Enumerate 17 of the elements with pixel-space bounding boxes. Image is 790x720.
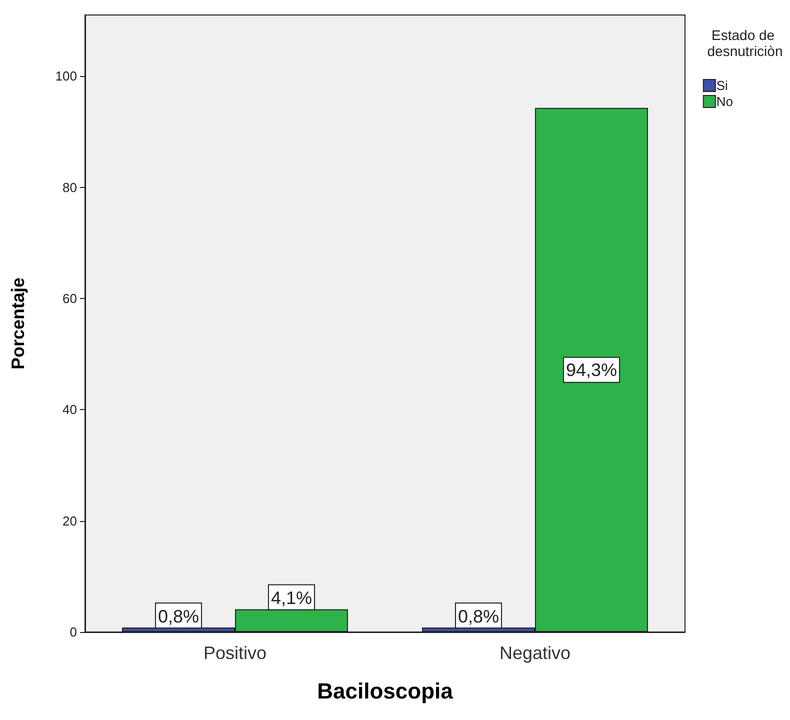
y-tick-label: 100: [55, 68, 77, 84]
y-tick-label: 20: [62, 513, 77, 528]
y-axis-title: Porcentaje: [8, 277, 28, 370]
x-tick-label: Positivo: [203, 643, 267, 663]
y-tick-label: 40: [62, 402, 77, 418]
y-tick-label: 0: [70, 624, 77, 640]
y-tick-label: 60: [62, 290, 77, 306]
legend-title: Estado de desnutriciòn: [707, 27, 783, 59]
x-axis-title: Baciloscopia: [317, 678, 454, 704]
data-label: 4,1%: [270, 588, 312, 608]
y-tick-label: 80: [62, 180, 77, 195]
data-label: 94,3%: [566, 360, 618, 380]
x-tick-label: Negativo: [499, 643, 571, 663]
data-label: 0,8%: [458, 606, 500, 627]
legend-label: Si: [716, 78, 728, 93]
data-label: 0,8%: [158, 606, 200, 627]
legend-label: No: [716, 94, 734, 109]
